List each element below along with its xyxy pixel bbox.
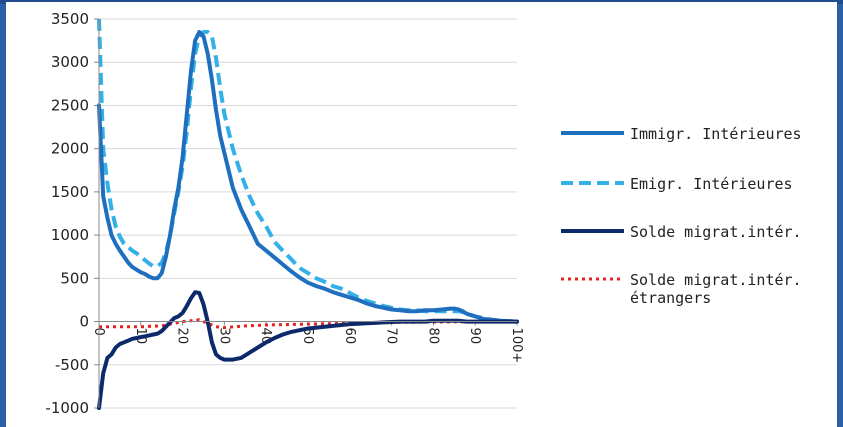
x-tick-label: 20: [175, 328, 190, 345]
x-tick-label: 100+: [509, 328, 524, 364]
y-tick-label: -1000: [45, 399, 89, 417]
legend: Immigr. Intérieures Emigr. Intérieures S…: [561, 125, 802, 307]
series-immigr-line: [97, 30, 519, 324]
y-tick-label: 1000: [51, 226, 89, 244]
legend-label-solde-etrangers-line2: étrangers: [630, 289, 711, 307]
legend-label-immigr: Immigr. Intérieures: [630, 125, 802, 143]
y-tick-label: 0: [79, 313, 89, 331]
line-chart: -1000 -500 0 500 1000 1500 2000 2500 3000 3500 0 1…: [45, 10, 802, 417]
legend-label-solde-etrangers-line1: Solde migrat.intér.: [630, 271, 802, 289]
axes: [98, 19, 517, 408]
y-tick-label: 1500: [51, 183, 89, 201]
legend-label-solde: Solde migrat.intér.: [630, 223, 802, 241]
gridlines: [99, 18, 517, 409]
x-tick-label: 80: [425, 328, 440, 345]
y-tick-label: -500: [55, 356, 89, 374]
y-tick-label: 2500: [51, 96, 89, 114]
y-tick-label: 2000: [51, 140, 89, 158]
y-tick-label: 500: [60, 269, 89, 287]
x-tick-label: 60: [342, 328, 357, 345]
y-axis-ticks: -1000 -500 0 500 1000 1500 2000 2500 3000 3500: [45, 10, 99, 417]
series-layer: [97, 18, 519, 410]
x-tick-label: 30: [216, 328, 231, 345]
x-tick-label: 70: [384, 328, 399, 345]
x-tick-label: 90: [467, 328, 482, 345]
y-tick-label: 3000: [51, 53, 89, 71]
x-tick-label: 50: [300, 328, 315, 345]
legend-label-emigr: Emigr. Intérieures: [630, 175, 793, 193]
y-tick-label: 3500: [51, 10, 89, 28]
chart-frame: -1000 -500 0 500 1000 1500 2000 2500 3000 3500 0 1…: [6, 2, 837, 427]
